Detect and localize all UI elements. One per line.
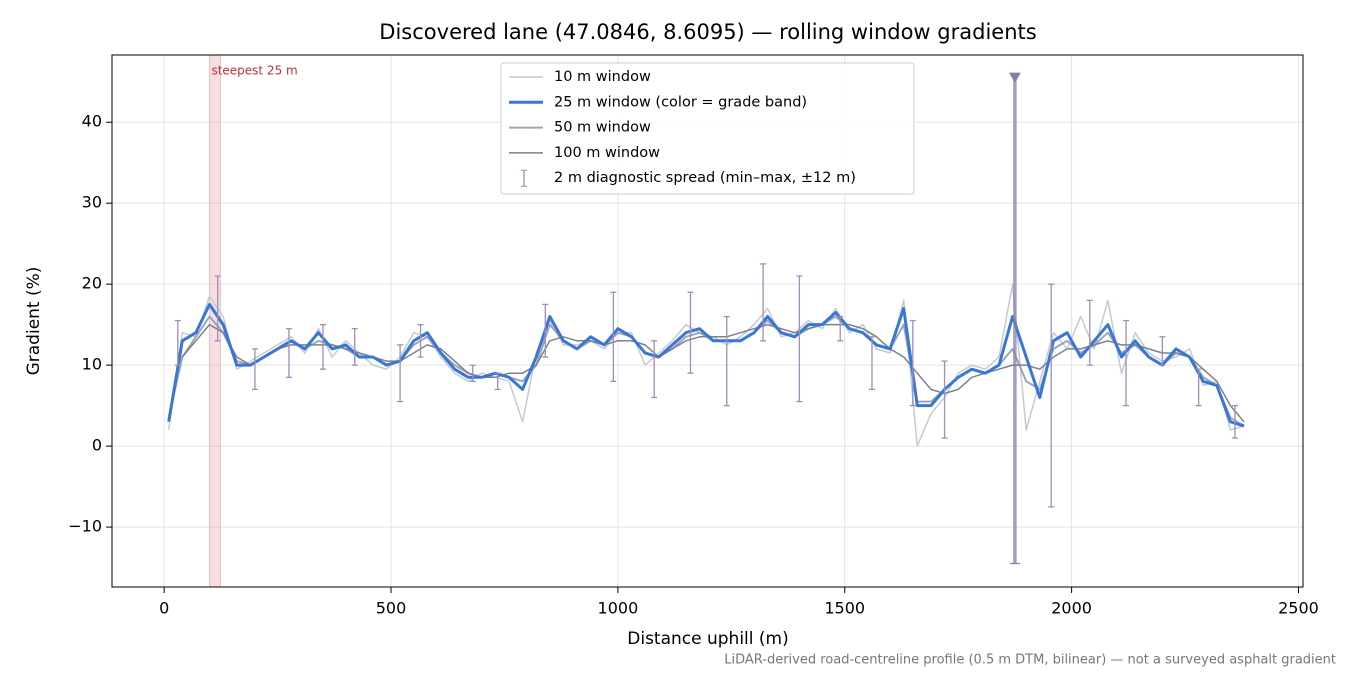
series-line [167,302,1245,428]
x-tick-label: 500 [376,599,407,618]
legend-label: 25 m window (color = grade band) [554,94,807,110]
peak-marker-triangle [1008,72,1021,83]
legend-label: 10 m window [554,69,651,85]
legend-label: 2 m diagnostic spread (min–max, ±12 m) [554,170,856,186]
plot-frame [111,54,1304,588]
x-tick-label: 2000 [1051,599,1092,618]
x-tick-label: 1500 [824,599,865,618]
x-tick-label: 2500 [1278,599,1319,618]
footnote: LiDAR-derived road-centreline profile (0… [724,653,1336,668]
series-line [181,323,1245,423]
y-tick-label: −10 [68,517,102,536]
y-tick-label: 40 [82,112,102,131]
x-tick-label: 0 [159,599,169,618]
x-axis-label: Distance uphill (m) [627,629,788,649]
y-tick-label: 10 [82,355,102,374]
highlight-band [209,54,221,588]
legend-label: 50 m window [554,120,651,136]
chart-title: Discovered lane (47.0846, 8.6095) — roll… [379,20,1036,44]
y-tick-label: 20 [82,274,102,293]
y-tick-label: 0 [92,436,102,455]
y-axis-label: Gradient (%) [24,267,44,376]
highlight-label: steepest 25 m [211,64,297,78]
legend-label: 100 m window [554,145,660,161]
y-tick-label: 30 [82,193,102,212]
legend-box [500,62,915,195]
x-tick-label: 1000 [598,599,639,618]
